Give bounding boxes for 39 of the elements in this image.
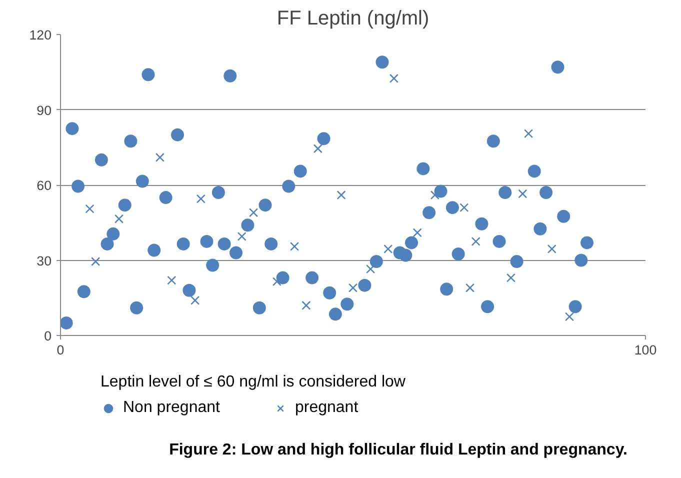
point [196,194,206,204]
caption: Figure 2: Low and high follicular fluid Leptin and pregnancy. [169,442,628,458]
legend-label: Non pregnant [123,399,220,417]
chart-title: FF Leptin (ng/ml) [276,8,430,30]
point [412,228,422,238]
point [524,129,534,138]
x-tick-label: 100 [634,342,657,358]
point [518,189,528,198]
point [249,208,258,218]
point [430,190,440,200]
text: Leptin level of ≤ 60 ng/ml is considered low [100,374,406,390]
point [91,256,100,266]
point [237,232,246,241]
point [167,276,176,285]
y-tick-label: 0 [44,328,52,344]
point [290,242,300,251]
point [336,190,346,200]
point [564,312,574,322]
point [114,214,124,224]
point [272,277,282,286]
point [190,296,200,305]
point [460,203,469,212]
point [155,152,164,162]
y-tick-label: 120 [29,28,52,42]
point [313,144,322,154]
point [302,300,311,310]
legend-label: pregnant [294,399,358,417]
point [366,264,376,274]
point [471,236,480,246]
point [85,204,94,214]
point [348,283,358,292]
point [465,283,475,292]
point [389,74,398,83]
point [384,244,393,254]
y-tick-label: 30 [36,253,52,268]
point [547,244,556,254]
y-tick-label: 60 [36,178,52,193]
point [506,273,516,282]
y-tick-label: 90 [36,102,52,118]
